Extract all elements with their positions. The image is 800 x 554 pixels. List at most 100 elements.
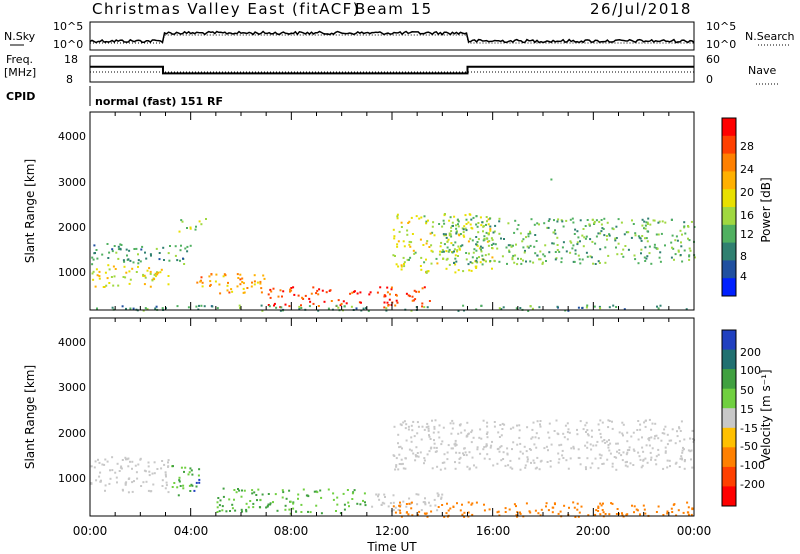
velData-cell-672	[585, 468, 587, 471]
velData-cell-7	[116, 462, 119, 465]
powerData-cell-588	[579, 262, 582, 265]
powerData-cell-114	[115, 251, 118, 254]
velData-cell-778	[551, 506, 554, 509]
powerData-cell-459	[442, 257, 445, 260]
powerData-cell-658	[556, 249, 559, 251]
powerData-cell-831	[657, 221, 660, 224]
velData-cell-443	[582, 428, 585, 431]
powerData-cell-169	[243, 291, 246, 294]
velData-cell-151	[217, 497, 220, 499]
powerData-cell-839	[507, 244, 510, 247]
sky-left-tick-top: 10^5	[53, 20, 83, 33]
powerData-cell-268	[387, 304, 390, 307]
powerData-cell-787	[664, 221, 667, 224]
velData-cell-306	[662, 467, 665, 470]
powerData-cell-679	[600, 230, 603, 233]
powerData-cell-445	[400, 264, 403, 267]
powerData-cell-302	[411, 233, 414, 235]
powerData-cell-33	[107, 264, 110, 267]
powerData-cell-598	[465, 258, 468, 261]
powerData-cell-797	[530, 218, 533, 221]
powerData-cell-25	[128, 282, 131, 285]
velData-cell-547	[459, 456, 462, 459]
powerData-cell-172	[227, 281, 229, 284]
velData-cell-156	[336, 503, 339, 506]
velData-cell-551	[485, 443, 488, 446]
power-colorbar-label: Power [dB]	[759, 177, 773, 242]
velData-cell-277	[422, 501, 425, 504]
powerData-cell-877	[586, 304, 589, 307]
power-colorbar	[721, 117, 737, 297]
powerData-cell-619	[601, 227, 604, 230]
powerData-cell-901	[462, 304, 465, 307]
powerData-cell-578	[637, 235, 640, 238]
powerData-cell-600	[471, 262, 474, 265]
powerData-cell-612	[525, 260, 527, 263]
powerData-cell-343	[469, 223, 472, 226]
powerData-cell-380	[475, 267, 478, 269]
velData-cell-363	[423, 462, 425, 465]
velData-cell-750	[662, 514, 665, 516]
velData-cell-161	[233, 489, 236, 491]
powerData-cell-928	[125, 307, 127, 310]
powerData-cell-13	[135, 271, 138, 273]
powerData-cell-253	[411, 295, 414, 298]
velData-cell-53	[165, 481, 168, 484]
velData-cell-854	[578, 511, 581, 514]
velData-cell-500	[402, 467, 405, 470]
velData-cell-386	[641, 436, 643, 439]
velData-cell-673	[639, 458, 642, 461]
powerData-cell-547	[475, 243, 478, 246]
powerData-cell-647	[552, 242, 555, 245]
velData-cell-847	[519, 512, 522, 515]
velData-cell-326	[395, 457, 398, 460]
powerData-cell-391	[431, 231, 434, 234]
powerData-cell-83	[117, 248, 120, 251]
velData-cell-120	[198, 481, 201, 484]
powerData-cell-222	[277, 295, 280, 298]
velData-cell-675	[557, 433, 560, 436]
powerData-cell-573	[533, 245, 536, 248]
powerData-cell-347	[440, 241, 443, 244]
powerData-cell-551	[585, 251, 588, 254]
velData-cell-229	[305, 494, 308, 497]
velData-cell-693	[540, 459, 543, 462]
powerData-cell-6	[143, 274, 146, 277]
powerData-cell-768	[442, 219, 445, 222]
velData-cell-558	[579, 420, 582, 423]
powerData-cell-171	[262, 274, 265, 277]
powerData-cell-485	[604, 261, 607, 264]
velData-cell-211	[295, 510, 297, 513]
velData-cell-534	[637, 451, 640, 454]
powerData-cell-666	[611, 227, 614, 230]
velData-cell-684	[637, 420, 640, 422]
velData-cell-880	[580, 505, 583, 508]
powerData-cell-767	[627, 231, 630, 234]
velData-cell-280	[433, 425, 436, 428]
velData-cell-440	[480, 437, 483, 440]
powerData-cell-552	[543, 222, 546, 225]
velData-cell-736	[482, 419, 485, 422]
powerData-cell-733	[639, 237, 642, 240]
velData-cell-456	[532, 459, 535, 462]
velData-cell-334	[566, 422, 569, 425]
x-axis-label: Time UT	[366, 540, 417, 554]
velData-cell-52	[136, 477, 139, 480]
powerData-cell-354	[483, 235, 486, 238]
powerData-cell-437	[489, 229, 492, 232]
velData-cell-611	[592, 444, 595, 447]
powerData-cell-478	[582, 245, 585, 248]
power-ytick-2000: 2000	[58, 221, 86, 234]
velData-cell-511	[438, 436, 441, 439]
velData-cell-597	[651, 447, 654, 450]
powerData-cell-434	[480, 224, 483, 227]
powerData-cell-688	[493, 230, 496, 233]
velData-cell-414	[401, 462, 404, 465]
velData-cell-485	[518, 429, 521, 432]
powerData-cell-235	[329, 289, 332, 292]
powerData-cell-703	[483, 238, 486, 240]
powerData-cell-738	[593, 222, 596, 224]
velData-cell-88	[140, 485, 143, 487]
velData-cell-228	[216, 506, 219, 509]
velData-cell-343	[607, 446, 610, 449]
